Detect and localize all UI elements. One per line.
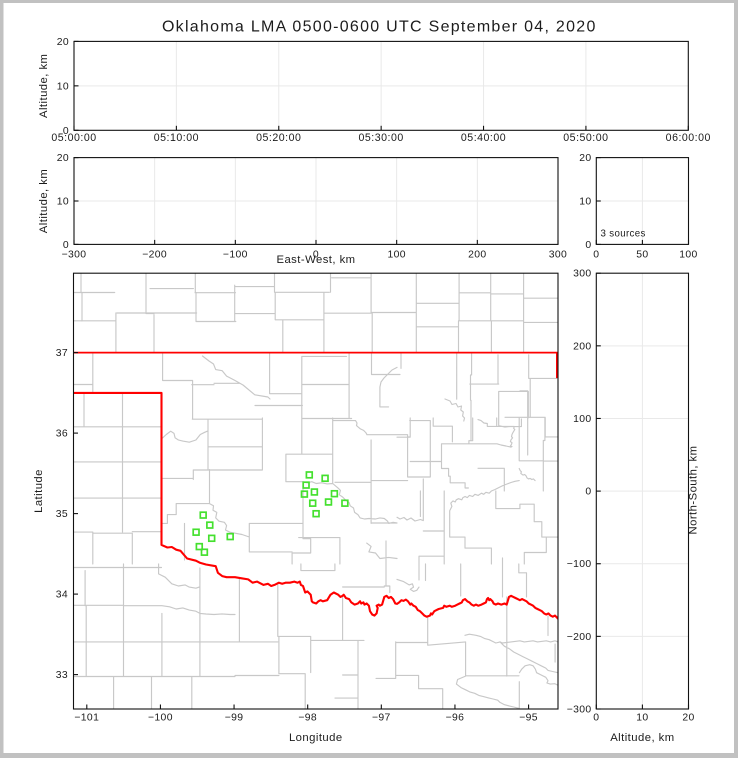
svg-text:Altitude, km: Altitude, km xyxy=(610,732,674,744)
svg-text:05:10:00: 05:10:00 xyxy=(154,132,199,144)
svg-text:50: 50 xyxy=(636,249,648,260)
svg-text:−97: −97 xyxy=(372,713,391,724)
svg-text:Oklahoma LMA 0500-0600 UTC Sep: Oklahoma LMA 0500-0600 UTC September 04,… xyxy=(162,18,597,35)
svg-text:300: 300 xyxy=(549,249,567,260)
svg-text:05:30:00: 05:30:00 xyxy=(359,132,404,144)
svg-text:10: 10 xyxy=(57,197,69,208)
svg-text:−300: −300 xyxy=(567,705,592,716)
svg-text:05:40:00: 05:40:00 xyxy=(461,132,506,144)
svg-text:100: 100 xyxy=(679,249,697,260)
svg-text:300: 300 xyxy=(573,269,591,280)
svg-text:Altitude, km: Altitude, km xyxy=(38,54,50,118)
svg-text:−100: −100 xyxy=(567,559,592,570)
svg-text:200: 200 xyxy=(573,341,591,352)
svg-text:0: 0 xyxy=(63,240,69,251)
svg-text:20: 20 xyxy=(579,153,591,164)
svg-text:−100: −100 xyxy=(148,713,173,724)
svg-text:−96: −96 xyxy=(446,713,465,724)
svg-text:North-South, km: North-South, km xyxy=(688,446,700,535)
svg-text:0: 0 xyxy=(593,713,599,724)
svg-text:0: 0 xyxy=(585,240,591,251)
svg-text:36: 36 xyxy=(56,429,68,440)
svg-text:06:00:00: 06:00:00 xyxy=(666,132,711,144)
svg-text:−300: −300 xyxy=(62,249,87,260)
svg-text:100: 100 xyxy=(387,249,405,260)
svg-text:10: 10 xyxy=(57,81,69,92)
svg-text:37: 37 xyxy=(56,348,68,359)
svg-text:Altitude, km: Altitude, km xyxy=(38,169,50,233)
svg-text:10: 10 xyxy=(636,713,648,724)
svg-text:0: 0 xyxy=(313,249,319,260)
svg-text:200: 200 xyxy=(468,249,486,260)
svg-text:05:20:00: 05:20:00 xyxy=(256,132,301,144)
svg-text:−100: −100 xyxy=(223,249,248,260)
svg-text:3 sources: 3 sources xyxy=(601,229,646,240)
svg-text:100: 100 xyxy=(573,414,591,425)
svg-text:20: 20 xyxy=(57,153,69,164)
svg-text:−95: −95 xyxy=(519,713,538,724)
svg-text:−101: −101 xyxy=(74,713,99,724)
svg-text:0: 0 xyxy=(63,126,69,137)
svg-text:0: 0 xyxy=(585,487,591,498)
svg-text:20: 20 xyxy=(57,37,69,48)
svg-text:34: 34 xyxy=(56,590,68,601)
svg-text:10: 10 xyxy=(579,197,591,208)
svg-text:−99: −99 xyxy=(225,713,244,724)
svg-text:−200: −200 xyxy=(567,632,592,643)
svg-text:East-West, km: East-West, km xyxy=(276,254,355,266)
svg-text:35: 35 xyxy=(56,509,68,520)
svg-text:05:00:00: 05:00:00 xyxy=(51,132,96,144)
svg-text:05:50:00: 05:50:00 xyxy=(563,132,608,144)
svg-text:20: 20 xyxy=(682,713,694,724)
svg-text:Latitude: Latitude xyxy=(33,469,45,513)
svg-text:Longitude: Longitude xyxy=(289,732,343,744)
svg-text:−200: −200 xyxy=(142,249,167,260)
svg-text:33: 33 xyxy=(56,670,68,681)
svg-text:−98: −98 xyxy=(298,713,317,724)
svg-text:0: 0 xyxy=(593,249,599,260)
